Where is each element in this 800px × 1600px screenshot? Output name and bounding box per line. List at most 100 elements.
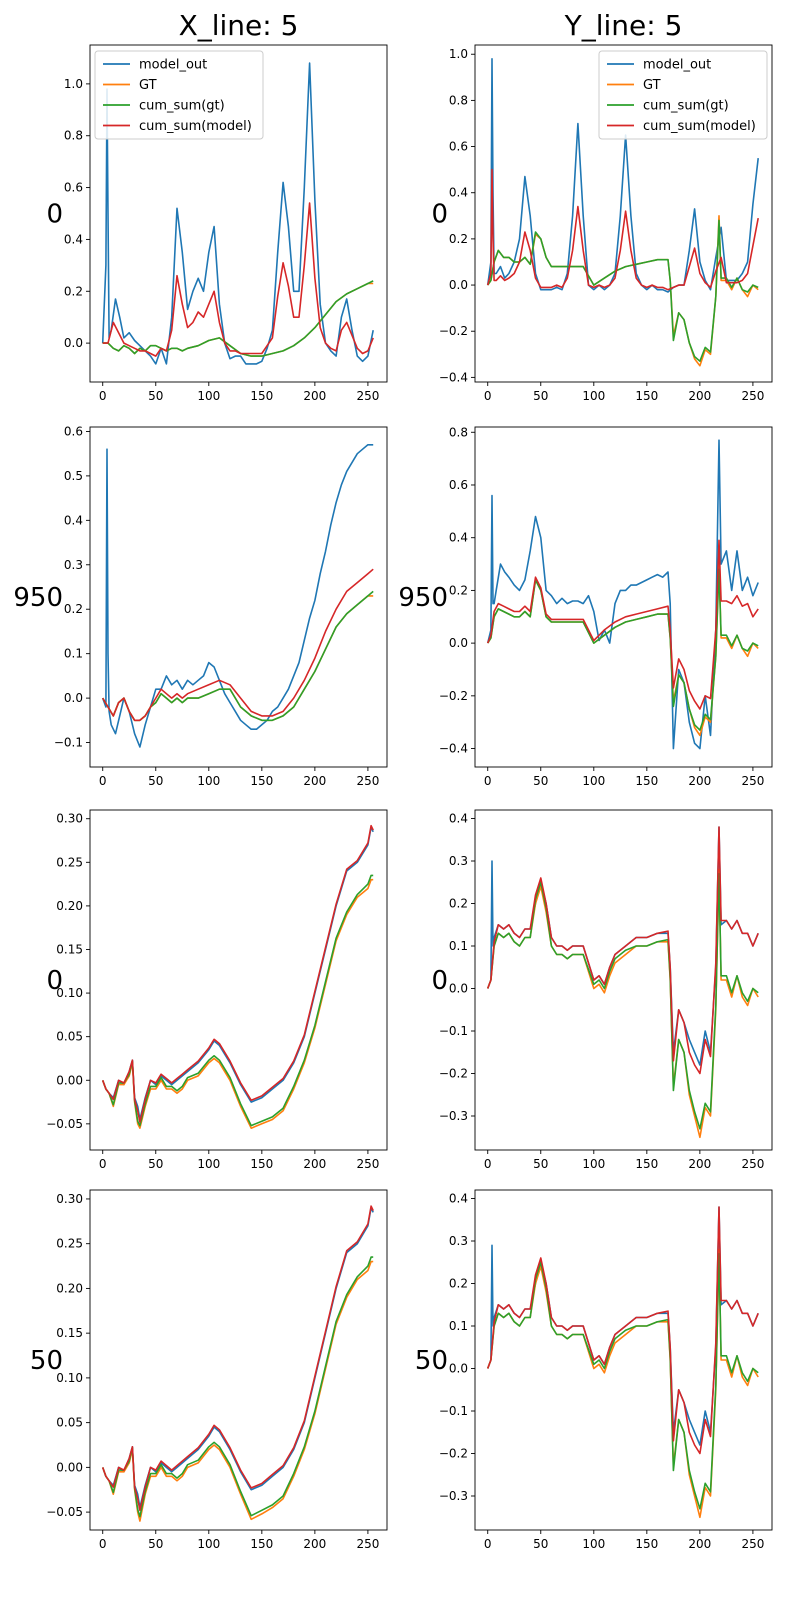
- y-tick-label: −0.3: [439, 1489, 468, 1503]
- axes-frame: [89, 809, 388, 1151]
- axes-frame: [89, 44, 388, 383]
- y-tick-label: −0.2: [439, 1067, 468, 1081]
- axes-frame: [89, 1189, 388, 1531]
- series-line-cum_sum(gt): [102, 590, 374, 722]
- y-tick-label: −0.1: [439, 1024, 468, 1038]
- y-tick-label: −0.2: [439, 689, 468, 703]
- x-tick-label: 0: [99, 389, 107, 403]
- y-tick-label: 0.0: [64, 691, 83, 705]
- y-tick-label: 0.10: [56, 986, 83, 1000]
- x-tick-label: 150: [635, 774, 658, 788]
- y-tick-label: 0.2: [449, 897, 468, 911]
- x-tick-label: 150: [250, 1537, 273, 1551]
- x-tick-label: 0: [484, 389, 492, 403]
- y-tick-label: 0.6: [449, 478, 468, 492]
- y-tick-label: 0.8: [449, 425, 468, 439]
- y-tick-label: 1.0: [64, 77, 83, 91]
- x-tick-label: 100: [582, 1537, 605, 1551]
- y-tick-label: 0.2: [449, 1277, 468, 1291]
- y-tick-label: 0.4: [64, 513, 83, 527]
- x-tick-label: 50: [533, 774, 548, 788]
- series-group: [486, 439, 759, 750]
- x-tick-label: 200: [688, 1537, 711, 1551]
- y-tick-label: 0.20: [56, 899, 83, 913]
- y-tick-label: −0.1: [439, 1404, 468, 1418]
- series-line-cum_sum(model): [486, 539, 759, 710]
- x-tick-label: 100: [197, 774, 220, 788]
- y-tick-label: 0.30: [56, 1192, 83, 1206]
- series-line-model_out: [486, 57, 759, 293]
- y-tick-label: 0.0: [449, 636, 468, 650]
- series-group: [101, 1205, 374, 1522]
- x-tick-label: 250: [741, 389, 764, 403]
- x-tick-label: 0: [484, 1537, 492, 1551]
- x-tick-label: 250: [356, 389, 379, 403]
- y-tick-label: 0.4: [449, 186, 468, 200]
- x-tick-label: 50: [148, 1157, 163, 1171]
- legend-box: [598, 50, 768, 140]
- y-tick-label: 0.1: [449, 1319, 468, 1333]
- axes-frame: [474, 1189, 773, 1531]
- y-tick-label: −0.05: [46, 1117, 83, 1131]
- x-tick-label: 200: [688, 774, 711, 788]
- y-tick-label: 0.5: [64, 469, 83, 483]
- legend-label-model_out: model_out: [643, 58, 711, 73]
- x-tick-label: 50: [533, 1157, 548, 1171]
- y-tick-label: 0.00: [56, 1073, 83, 1087]
- y-tick-label: 0.1: [449, 939, 468, 953]
- y-tick-label: 0.25: [56, 855, 83, 869]
- series-line-cum_sum(gt): [487, 219, 759, 363]
- series-line-GT: [102, 282, 374, 357]
- x-tick-label: 200: [303, 389, 326, 403]
- column-title: X_line: 5: [179, 9, 299, 42]
- x-tick-label: 0: [99, 1157, 107, 1171]
- y-tick-label: 0.15: [56, 1326, 83, 1340]
- x-tick-label: 100: [197, 1537, 220, 1551]
- x-tick-label: 250: [741, 774, 764, 788]
- series-line-cum_sum(gt): [486, 872, 759, 1130]
- row-label: 50: [415, 1346, 448, 1376]
- y-tick-label: 0.0: [449, 278, 468, 292]
- y-tick-label: 0.8: [64, 129, 83, 143]
- legend-label-cum_sum(model): cum_sum(model): [643, 119, 756, 134]
- x-tick-label: 200: [303, 1537, 326, 1551]
- x-tick-label: 50: [533, 389, 548, 403]
- x-tick-label: 250: [356, 1157, 379, 1171]
- series-line-cum_sum(model): [486, 1206, 759, 1455]
- series-group: [486, 1206, 759, 1519]
- legend-label-cum_sum(model): cum_sum(model): [139, 119, 252, 134]
- x-tick-label: 200: [303, 774, 326, 788]
- x-tick-label: 100: [582, 774, 605, 788]
- y-tick-label: 0.05: [56, 1030, 83, 1044]
- series-line-cum_sum(model): [486, 168, 759, 291]
- axes-frame: [474, 809, 773, 1151]
- row-label: 50: [30, 1346, 63, 1376]
- series-line-cum_sum(gt): [101, 874, 374, 1127]
- row-label: 0: [431, 200, 448, 230]
- x-tick-label: 100: [197, 389, 220, 403]
- series-line-cum_sum(gt): [487, 568, 759, 731]
- y-tick-label: 0.2: [449, 583, 468, 597]
- y-tick-label: 0.2: [449, 232, 468, 246]
- y-tick-label: −0.1: [54, 736, 83, 750]
- x-tick-label: 150: [250, 389, 273, 403]
- x-tick-label: 100: [582, 1157, 605, 1171]
- x-tick-label: 0: [484, 774, 492, 788]
- x-tick-label: 100: [197, 1157, 220, 1171]
- x-tick-label: 150: [635, 389, 658, 403]
- legend-label-cum_sum(gt): cum_sum(gt): [643, 99, 729, 114]
- legend: model_out GT cum_sum(gt) cum_sum(model): [598, 50, 768, 140]
- y-tick-label: 0.0: [449, 982, 468, 996]
- x-tick-label: 50: [148, 389, 163, 403]
- subplot-4: 0 50 100 150 200 250 −0.05 0.00 0.05 0.10 0.15 0.20…: [46, 809, 388, 1171]
- series-group: [101, 824, 374, 1129]
- series-group: [101, 443, 374, 748]
- y-tick-label: 0.4: [449, 812, 468, 826]
- series-line-model_out: [101, 62, 374, 365]
- y-tick-label: 0.15: [56, 942, 83, 956]
- y-tick-label: 0.2: [64, 284, 83, 298]
- row-label: 0: [46, 200, 63, 230]
- legend-label-cum_sum(gt): cum_sum(gt): [139, 99, 225, 114]
- x-tick-label: 150: [635, 1157, 658, 1171]
- series-line-cum_sum(model): [486, 826, 759, 1075]
